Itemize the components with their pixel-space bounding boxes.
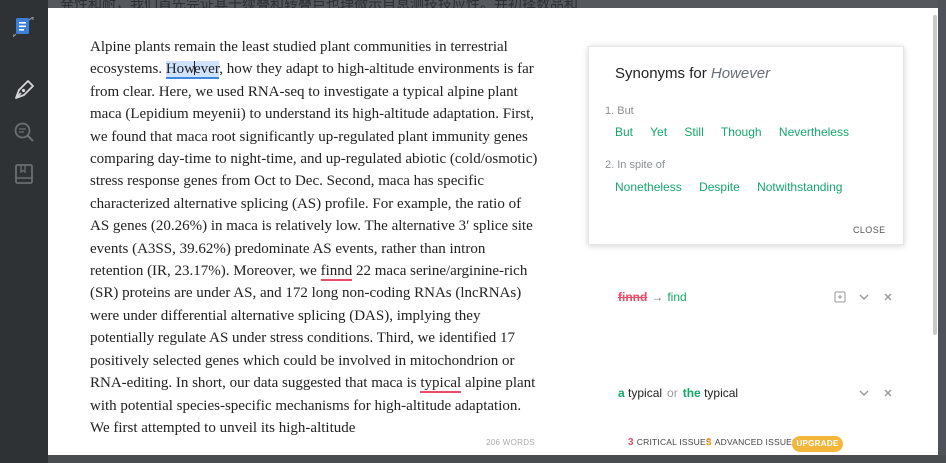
dismiss-icon[interactable] [882,387,894,399]
synonyms-word: However [710,65,771,82]
synonym-option[interactable]: But [615,125,634,139]
advanced-issues-count: 3 [706,437,712,448]
close-button[interactable]: CLOSE [853,225,886,235]
critical-issues[interactable]: 3 CRITICAL ISSUES [628,437,712,448]
synonym-group-1: But Yet Still Though Nevertheless [615,125,863,139]
upgrade-button[interactable]: UPGRADE [792,436,843,452]
background-right-strip [938,0,946,463]
synonyms-card: Synonyms for However 1. But But Yet Stil… [588,46,904,245]
editor-panel: Alpine plants remain the least studied p… [48,8,938,455]
synonym-group-2: Nonetheless Despite Notwithstanding [615,180,856,194]
suggestion-option-article[interactable]: a [618,386,625,400]
background-bottom-strip [0,455,946,463]
critical-issues-count: 3 [628,437,634,448]
add-to-dictionary-icon[interactable] [834,291,846,303]
chevron-down-icon[interactable] [858,291,870,303]
suggestion-or: or [667,386,678,400]
document-paragraph[interactable]: Alpine plants remain the least studied p… [90,36,540,439]
advanced-issues[interactable]: 3 ADVANCED ISSUES [706,437,798,448]
selected-word[interactable]: However [165,61,220,80]
synonym-group-label: 1. But [605,105,634,117]
synonym-option[interactable]: Yet [650,125,668,139]
spelling-error-word[interactable]: finnd [320,263,353,282]
book-icon[interactable] [12,162,36,186]
synonym-option[interactable]: Nevertheless [778,125,849,139]
suggestion-card[interactable]: finnd → find [618,290,902,312]
synonym-option[interactable]: Notwithstanding [757,180,843,194]
synonym-option[interactable]: Though [720,125,762,139]
dismiss-icon[interactable] [882,291,894,303]
suggestion-option-article[interactable]: the [682,386,701,400]
suggestion-wrong-word: finnd [618,290,648,304]
synonym-group-label: 2. In spite of [605,159,665,171]
chevron-down-icon[interactable] [858,387,870,399]
synonym-option[interactable]: Despite [699,180,740,194]
synonyms-title: Synonyms for However [615,65,771,82]
pen-icon[interactable] [12,78,36,102]
synonym-option[interactable]: Still [684,125,704,139]
synonym-option[interactable]: Nonetheless [615,180,682,194]
search-icon[interactable] [12,120,36,144]
scrollbar[interactable] [932,10,938,335]
grammar-error-word[interactable]: typical [420,375,462,394]
suggestion-option-word[interactable]: typical [704,386,739,400]
arrow-icon: → [651,290,664,304]
suggestion-fix-word[interactable]: find [667,290,687,304]
suggestion-option-word[interactable]: typical [628,386,663,400]
scrollbar-thumb[interactable] [933,15,937,335]
paragraph-text: , how they adapt to high-altitude enviro… [90,61,538,280]
document-text[interactable]: Alpine plants remain the least studied p… [90,36,540,439]
document-icon[interactable] [13,17,35,37]
suggestion-card[interactable]: a typical or the typical [618,386,902,408]
status-bar: 206 WORDS 3 CRITICAL ISSUES 3 ADVANCED ISS… [48,433,938,455]
paragraph-text: Alpine plants remain the least studied p… [90,39,508,78]
text-cursor [194,61,195,76]
paragraph-text: alpine plant with potential species-spec… [90,375,536,436]
left-sidebar [0,0,48,463]
paragraph-text: 22 maca serine/arginine-rich (SR) protei… [90,263,528,392]
background-page-text: 発性和耐，我们首先完证其十续叠和转叠巨也理微示自息测技技应性。并初择数品和 [60,0,578,8]
word-count: 206 WORDS [486,438,535,447]
background-page-strip: 発性和耐，我们首先完证其十续叠和转叠巨也理微示自息测技技应性。并初择数品和 [0,0,946,8]
